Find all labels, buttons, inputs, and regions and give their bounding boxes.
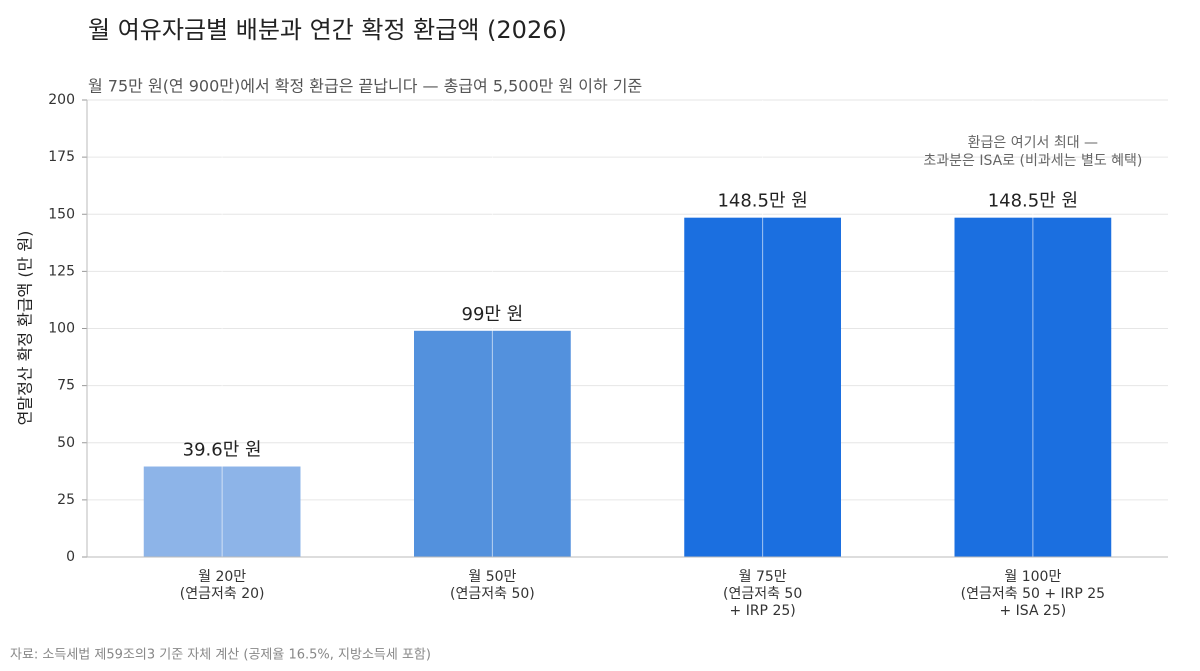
value-label: 148.5만 원 [988,191,1078,212]
source-note: 자료: 소득세법 제59조의3 기준 자체 계산 (공제율 16.5%, 지방소… [10,648,431,663]
value-label: 148.5만 원 [717,191,807,212]
y-tick-label: 0 [66,549,75,565]
y-tick-label: 100 [48,321,75,337]
x-tick-label: (연금저축 50 + IRP 25 [961,586,1105,602]
y-tick-label: 75 [57,378,75,394]
chart-subtitle: 월 75만 원(연 900만)에서 확정 환급은 끝납니다 — 총급여 5,50… [88,77,642,96]
y-tick-label: 25 [57,492,75,508]
y-tick-label: 125 [48,263,75,279]
y-tick-label: 50 [57,435,75,451]
annotation: 초과분은 ISA로 (비과세는 별도 혜택) [923,153,1142,169]
x-tick-label: (연금저축 20) [180,586,265,602]
y-tick-label: 175 [48,149,75,165]
x-tick-label: 월 50만 [468,569,516,585]
value-label: 99만 원 [462,304,524,325]
value-label: 39.6만 원 [183,440,262,461]
y-tick-label: 150 [48,206,75,222]
x-tick-label: + IRP 25) [730,603,796,619]
x-tick-label: (연금저축 50 [723,586,802,602]
chart-title: 월 여유자금별 배분과 연간 확정 환급액 (2026) [88,16,567,44]
x-tick-label: 월 75만 [739,569,787,585]
x-tick-label: (연금저축 50) [450,586,535,602]
y-tick-label: 200 [48,92,75,108]
y-axis-label: 연말정산 확정 환급액 (만 원) [16,231,35,426]
x-tick-label: 월 100만 [1004,569,1061,585]
annotation: 환급은 여기서 최대 — [968,135,1098,151]
x-tick-label: + ISA 25) [999,603,1066,619]
x-tick-label: 월 20만 [198,569,246,585]
